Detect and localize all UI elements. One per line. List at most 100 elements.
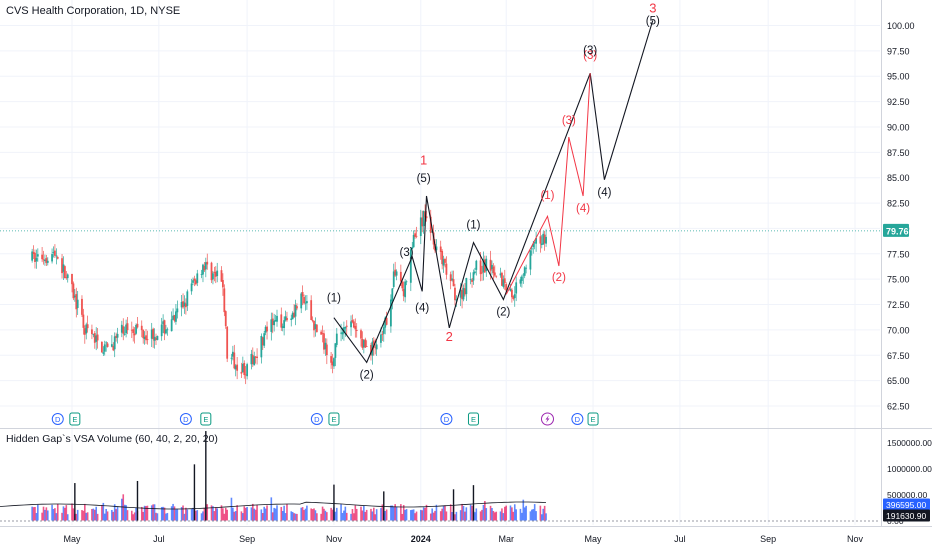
earnings-marker-letter: E xyxy=(203,415,208,424)
volume-bar xyxy=(71,503,73,521)
volume-bar xyxy=(220,505,223,521)
candle-body xyxy=(293,312,295,318)
y-tick-label: 85.00 xyxy=(887,173,910,183)
wave-label: (4) xyxy=(597,187,611,199)
volume-bar xyxy=(513,504,516,521)
volume-bar xyxy=(293,513,295,521)
volume-bar xyxy=(543,505,546,521)
candle-body xyxy=(253,356,256,366)
candle-body xyxy=(236,364,239,371)
volume-bar xyxy=(213,511,216,521)
candle-body xyxy=(404,281,407,298)
candle-body xyxy=(461,290,463,300)
volume-bar xyxy=(102,502,105,521)
wave-label: (3) xyxy=(583,45,597,57)
candle-body xyxy=(32,252,35,254)
candle-body xyxy=(55,255,58,257)
volume-bar xyxy=(345,512,348,521)
candle-body xyxy=(515,282,518,294)
volume-bar xyxy=(264,508,267,521)
candle-body xyxy=(136,323,139,328)
candle-body xyxy=(334,343,337,358)
volume-bar xyxy=(126,510,129,521)
volume-bar xyxy=(226,509,228,521)
candle-body xyxy=(270,319,273,332)
volume-bar xyxy=(142,511,144,521)
volume-bar xyxy=(276,505,278,521)
volume-bar xyxy=(394,504,396,521)
indicator-value-text: 396595.00 xyxy=(886,500,926,510)
candle-body xyxy=(44,259,46,262)
volume-bar xyxy=(170,506,173,521)
candle-body xyxy=(313,320,315,331)
candle-body xyxy=(462,288,465,300)
candle-body xyxy=(83,328,86,335)
y-tick-label: 77.50 xyxy=(887,249,910,259)
volume-bar xyxy=(192,507,194,521)
candle-body xyxy=(202,264,204,275)
candle-body xyxy=(511,289,513,298)
volume-bar xyxy=(176,509,179,521)
candle-body xyxy=(310,300,313,320)
volume-bar xyxy=(230,497,233,521)
candle-body xyxy=(153,336,156,341)
candle-body xyxy=(345,325,348,327)
candle-body xyxy=(35,258,38,262)
candle-body xyxy=(113,336,116,350)
volume-bar xyxy=(335,507,338,521)
candle-body xyxy=(71,273,73,285)
candle-body xyxy=(51,254,53,262)
volume-bar xyxy=(93,509,96,521)
volume-bar xyxy=(224,507,227,521)
candle-body xyxy=(36,254,39,257)
candle-body xyxy=(372,340,375,348)
volume-bar xyxy=(485,508,488,521)
wave-label: (2) xyxy=(360,370,374,382)
candle-body xyxy=(264,326,267,333)
candle-body xyxy=(401,281,404,289)
candle-body xyxy=(532,243,535,248)
volume-bar xyxy=(424,507,426,521)
dividend-marker-icon xyxy=(179,413,192,425)
volume-bar xyxy=(324,510,327,521)
volume-bar xyxy=(422,507,425,521)
candle-body xyxy=(41,254,44,260)
candle-body xyxy=(82,314,85,328)
y-tick-label: 100.00 xyxy=(887,21,915,31)
candle-body xyxy=(81,298,83,315)
volume-bar xyxy=(65,505,68,521)
volume-bar xyxy=(311,509,314,521)
candle-body xyxy=(196,273,199,283)
volume-bar xyxy=(271,512,274,521)
volume-bar xyxy=(186,509,189,521)
indicator-tick-label: 1000000.00 xyxy=(887,464,932,474)
candle-body xyxy=(276,315,278,322)
candle-body xyxy=(311,319,314,321)
candle-body xyxy=(172,315,174,320)
candle-body xyxy=(63,266,66,279)
candle-body xyxy=(509,288,512,291)
wave-label: (3) xyxy=(583,50,597,62)
volume-bar xyxy=(425,504,428,521)
volume-bar xyxy=(55,513,58,521)
dividend-marker-icon xyxy=(571,413,584,425)
volume-bar xyxy=(320,513,322,521)
candle-body xyxy=(110,344,113,347)
volume-bar xyxy=(461,503,463,521)
candle-body xyxy=(422,211,425,227)
dividend-marker-letter: D xyxy=(55,415,61,424)
volume-bar xyxy=(410,510,412,521)
candle-body xyxy=(503,278,506,284)
volume-bar xyxy=(375,509,378,521)
candle-body xyxy=(160,324,163,337)
candle-body xyxy=(424,211,426,218)
candle-body xyxy=(246,364,249,377)
candle-body xyxy=(370,344,372,355)
volume-bar xyxy=(523,507,526,521)
candle-body xyxy=(361,339,364,348)
candle-body xyxy=(200,274,203,275)
volume-bar xyxy=(384,510,386,521)
y-tick-label: 92.50 xyxy=(887,97,910,107)
candle-body xyxy=(325,344,328,356)
